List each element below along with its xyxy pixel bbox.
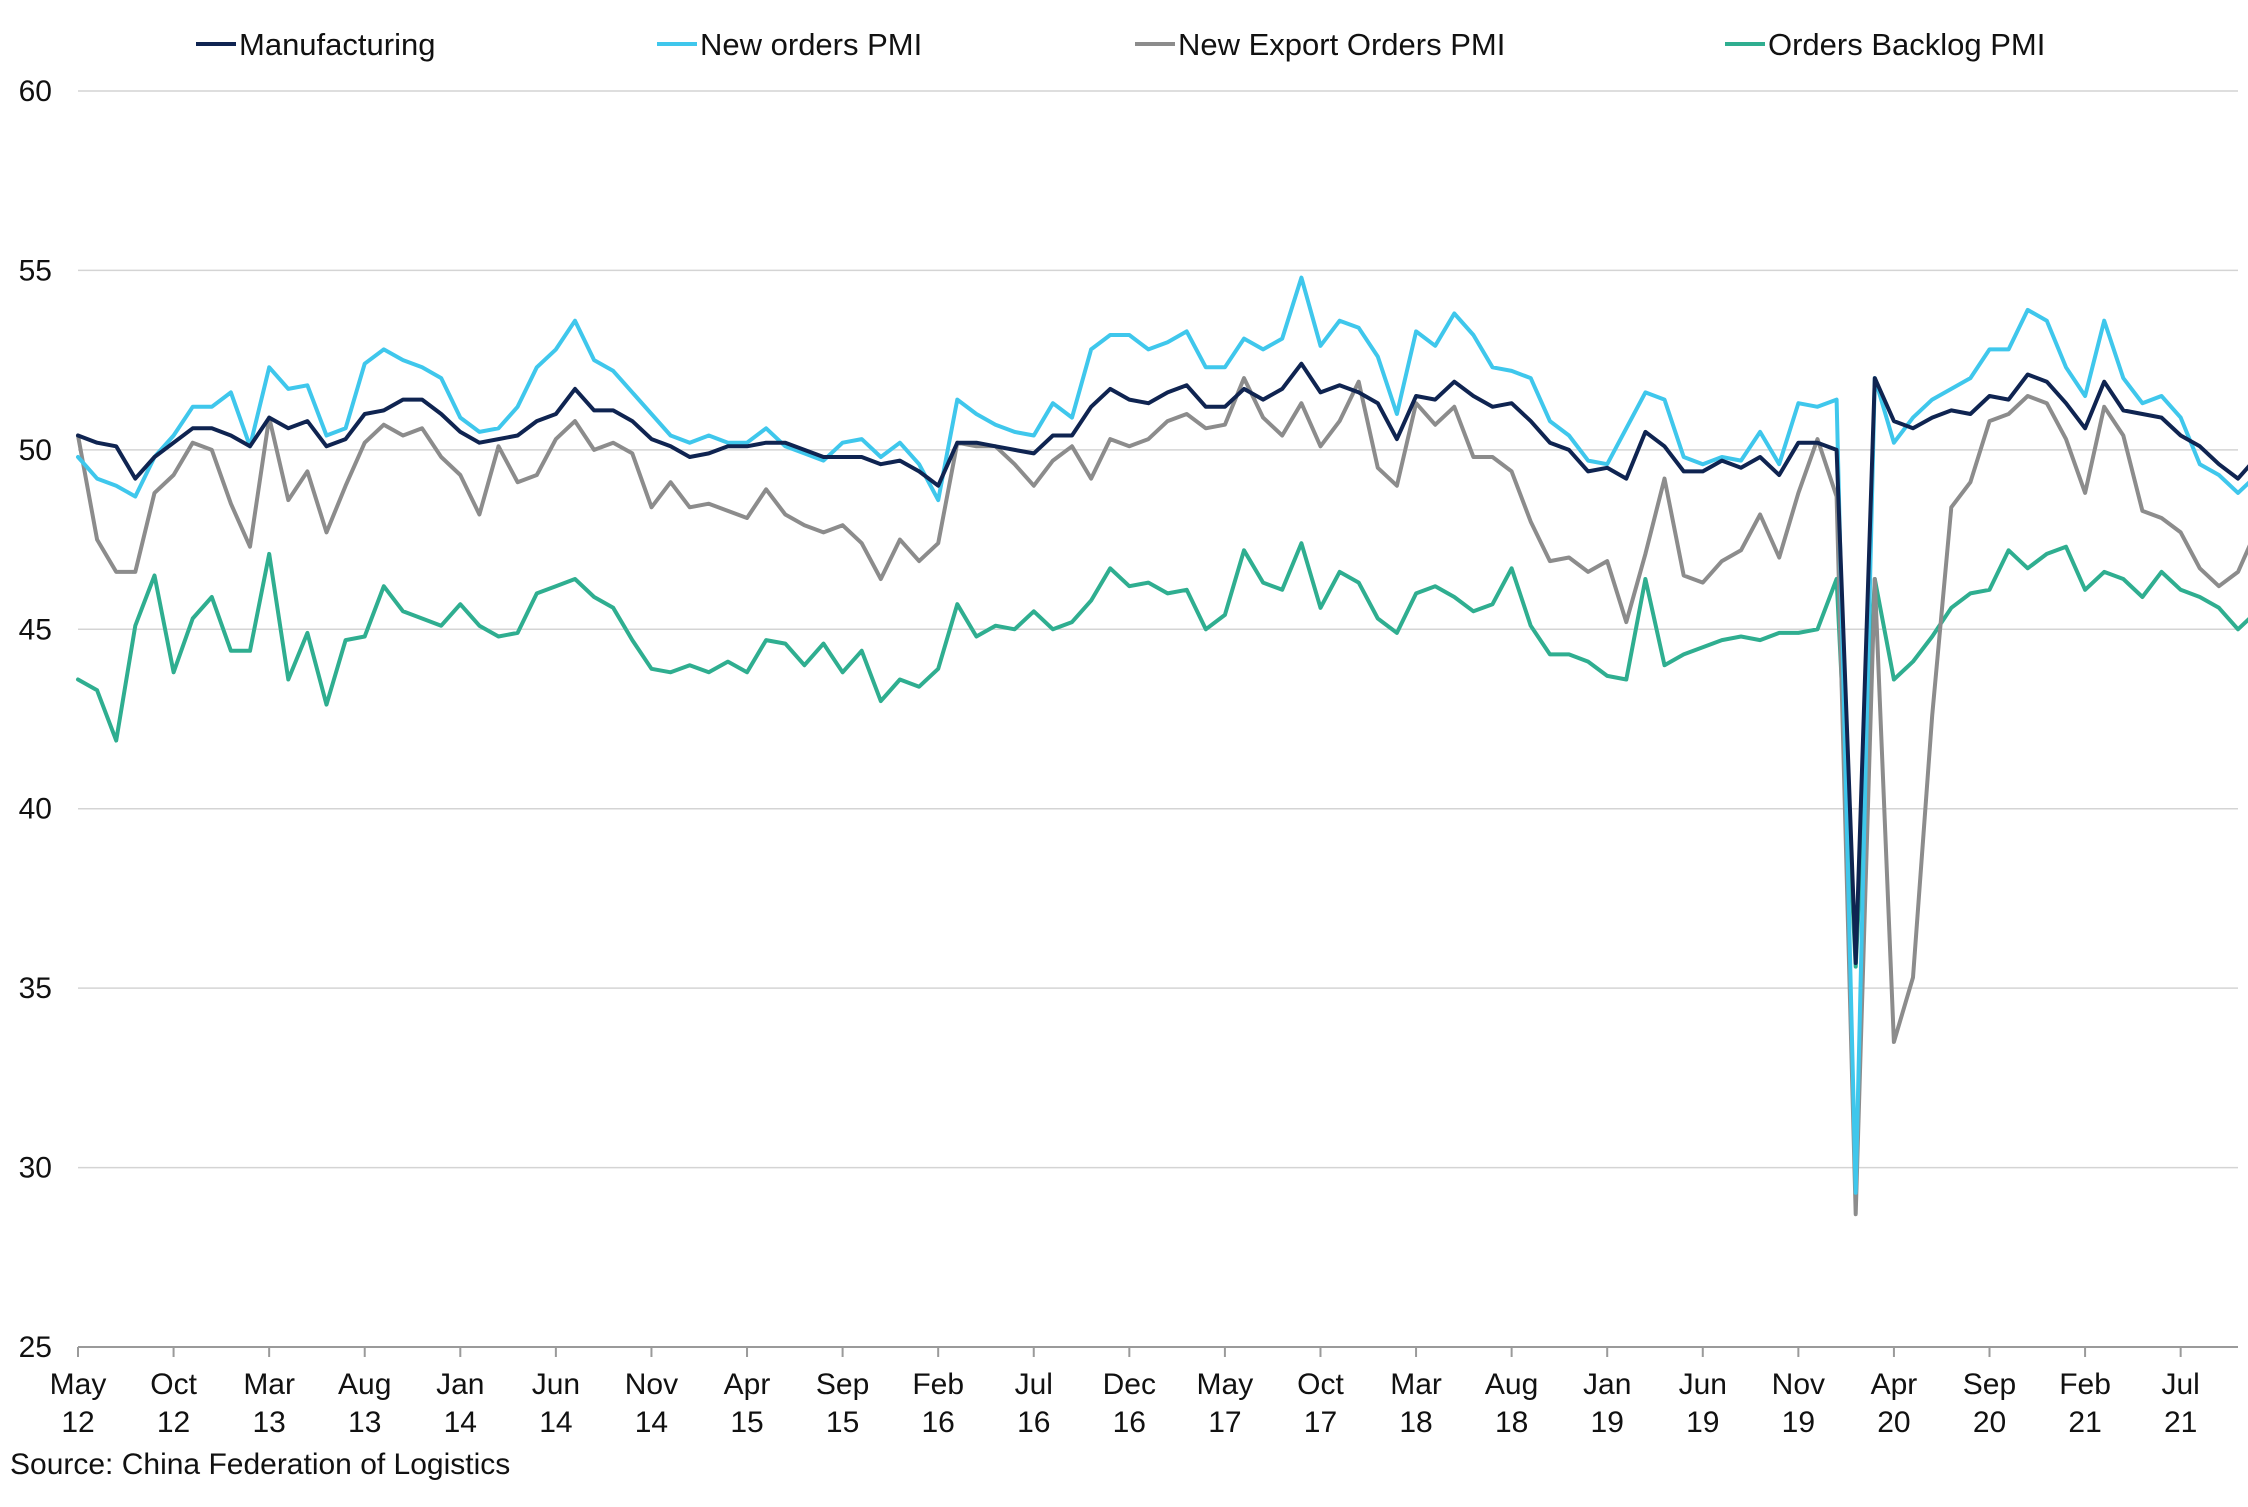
x-tick-month: May	[50, 1368, 107, 1401]
x-tick-month: Jun	[1679, 1368, 1727, 1401]
y-tick-label: 60	[19, 75, 52, 108]
x-tick-year: 16	[1017, 1406, 1050, 1439]
x-tick-month: May	[1197, 1368, 1254, 1401]
x-tick-month: Mar	[243, 1368, 295, 1401]
x-tick-year: 14	[539, 1406, 572, 1439]
x-tick-year: 15	[730, 1406, 763, 1439]
legend: Manufacturing New orders PMI New Export Or…	[196, 27, 2045, 62]
x-tick-month: Jan	[436, 1368, 484, 1401]
series-lines	[76, 275, 2248, 1217]
y-tick-label: 30	[19, 1152, 52, 1185]
series-line-new-orders-pmi	[76, 275, 2248, 1195]
x-tick-month: Jan	[1583, 1368, 1631, 1401]
x-tick-month: Mar	[1390, 1368, 1442, 1401]
x-axis: May 12 Oct 12 Mar 13 Aug 13 Jan 14 Jun 14 Nov 14 Apr 15…	[50, 1347, 2200, 1439]
x-tick-month: Apr	[1871, 1368, 1918, 1401]
x-tick-year: 14	[635, 1406, 668, 1439]
source-note: Source: China Federation of Logistics	[10, 1448, 511, 1481]
x-tick-year: 19	[1591, 1406, 1624, 1439]
x-tick-month: Jun	[532, 1368, 580, 1401]
series-line-new-export-orders-pmi	[76, 376, 2248, 1217]
x-tick-month: Aug	[338, 1368, 391, 1401]
series-line-manufacturing	[76, 361, 2248, 965]
legend-label: New orders PMI	[700, 27, 922, 62]
x-tick-year: 19	[1782, 1406, 1815, 1439]
y-tick-label: 35	[19, 972, 52, 1005]
x-tick-year: 19	[1686, 1406, 1719, 1439]
gridlines	[78, 90, 2238, 1348]
y-tick-label: 25	[19, 1331, 52, 1364]
x-tick-year: 13	[348, 1406, 381, 1439]
x-tick-year: 16	[1113, 1406, 1146, 1439]
x-tick-month: Jul	[1015, 1368, 1053, 1401]
x-tick-year: 21	[2068, 1406, 2101, 1439]
y-tick-label: 45	[19, 613, 52, 646]
x-tick-year: 17	[1208, 1406, 1241, 1439]
x-tick-year: 17	[1304, 1406, 1337, 1439]
x-tick-month: Oct	[150, 1368, 197, 1401]
x-tick-year: 18	[1399, 1406, 1432, 1439]
x-tick-month: Sep	[1963, 1368, 2016, 1401]
x-tick-year: 21	[2164, 1406, 2197, 1439]
y-tick-label: 55	[19, 254, 52, 287]
x-tick-year: 20	[1877, 1406, 1910, 1439]
x-tick-year: 18	[1495, 1406, 1528, 1439]
x-tick-month: Sep	[816, 1368, 869, 1401]
legend-label: New Export Orders PMI	[1178, 27, 1505, 62]
x-tick-month: Jul	[2161, 1368, 2199, 1401]
x-tick-year: 14	[444, 1406, 477, 1439]
y-tick-label: 50	[19, 434, 52, 467]
y-tick-label: 40	[19, 793, 52, 826]
x-tick-year: 20	[1973, 1406, 2006, 1439]
x-tick-year: 16	[921, 1406, 954, 1439]
x-tick-month: Nov	[1772, 1368, 1825, 1401]
x-tick-month: Dec	[1103, 1368, 1156, 1401]
x-tick-month: Feb	[912, 1368, 964, 1401]
series-line-orders-backlog-pmi	[76, 541, 2248, 969]
x-tick-year: 15	[826, 1406, 859, 1439]
x-tick-month: Apr	[724, 1368, 771, 1401]
x-tick-month: Nov	[625, 1368, 678, 1401]
legend-label: Manufacturing	[239, 27, 435, 62]
x-tick-month: Oct	[1297, 1368, 1344, 1401]
legend-label: Orders Backlog PMI	[1768, 27, 2045, 62]
y-axis: 25 30 35 40 45 50 55 60	[19, 75, 52, 1364]
x-tick-year: 12	[61, 1406, 94, 1439]
x-tick-year: 12	[157, 1406, 190, 1439]
x-tick-month: Feb	[2059, 1368, 2111, 1401]
x-tick-year: 13	[252, 1406, 285, 1439]
x-tick-month: Aug	[1485, 1368, 1538, 1401]
